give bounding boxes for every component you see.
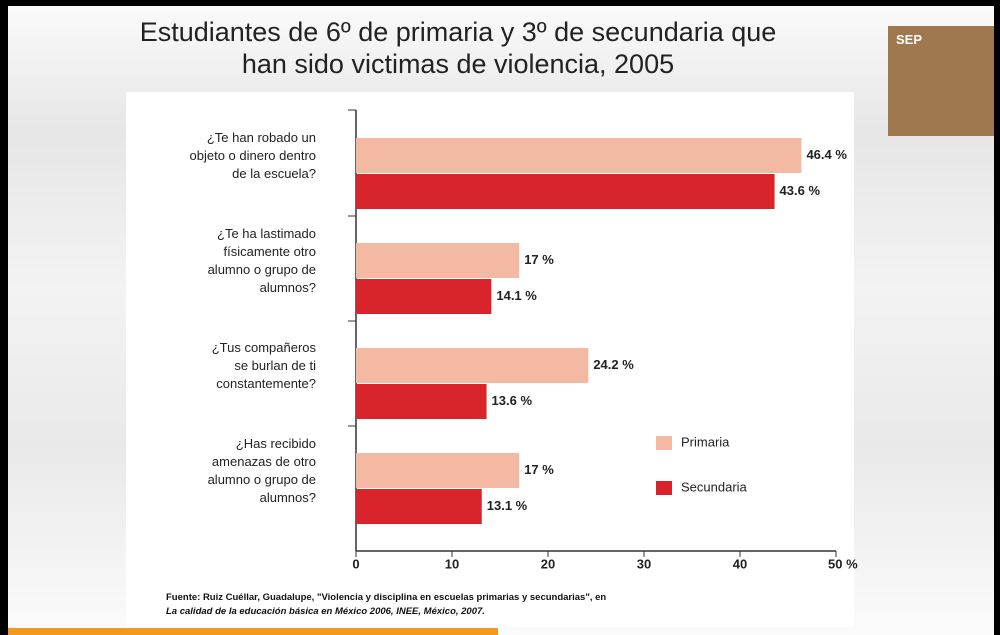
x-tick-label: 30 bbox=[637, 556, 651, 571]
value-label: 24.2 % bbox=[593, 357, 634, 372]
category-label: ¿Has recibido amenazas de otro alumno o … bbox=[116, 435, 316, 507]
category-label: ¿Tus compañeros se burlan de ti constant… bbox=[116, 339, 316, 393]
legend-swatch bbox=[656, 481, 672, 495]
x-tick-label: 10 bbox=[445, 556, 459, 571]
x-tick-label: 50 % bbox=[828, 556, 858, 571]
x-tick-label: 20 bbox=[541, 556, 555, 571]
value-label: 43.6 % bbox=[780, 183, 821, 198]
bar bbox=[356, 453, 519, 488]
value-label: 14.1 % bbox=[496, 288, 537, 303]
value-label: 17 % bbox=[524, 462, 554, 477]
bar bbox=[356, 243, 519, 278]
x-tick-label: 0 bbox=[352, 556, 359, 571]
category-label: ¿Te ha lastimado físicamente otro alumno… bbox=[116, 225, 316, 297]
value-label: 46.4 % bbox=[806, 147, 847, 162]
legend-label: Primaria bbox=[681, 434, 730, 449]
bar bbox=[356, 384, 487, 419]
bar bbox=[356, 489, 482, 524]
bar bbox=[356, 174, 775, 209]
bar bbox=[356, 279, 491, 314]
bar bbox=[356, 348, 588, 383]
category-label: ¿Te han robado un objeto o dinero dentro… bbox=[116, 129, 316, 183]
x-tick-label: 40 bbox=[733, 556, 747, 571]
value-label: 17 % bbox=[524, 252, 554, 267]
chart: 0 10 20 30 40 50 % 46.4 % 43.6 % 17 % 14.1 % 24.2 … bbox=[8, 6, 1000, 635]
legend-label: Secundaria bbox=[681, 479, 748, 494]
value-label: 13.6 % bbox=[492, 393, 533, 408]
slide: SEP Estudiantes de 6º de primaria y 3º d… bbox=[0, 0, 1000, 635]
value-label: 13.1 % bbox=[487, 498, 528, 513]
legend-swatch bbox=[656, 436, 672, 450]
bar bbox=[356, 138, 801, 173]
